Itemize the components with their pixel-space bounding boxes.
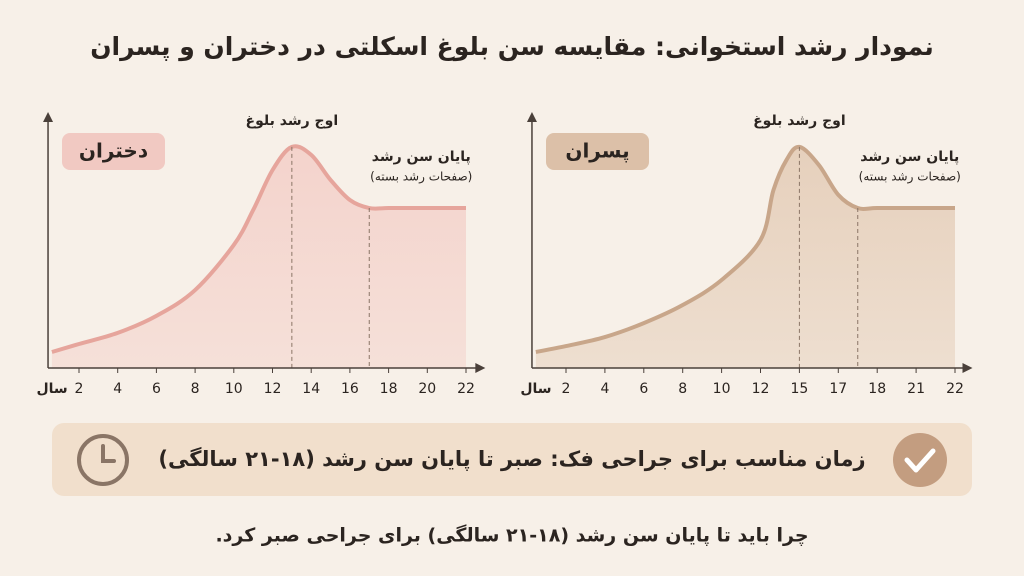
x-tick-label: 2 [562,381,571,397]
annotation-label: پایان سن رشد [372,149,471,165]
annotation-note: (صفحات رشد بسته) [859,170,961,185]
chart: دختران اوج رشد بلوغ پایان سن رشد (صفحات رشد… [36,112,486,397]
callout-text: زمان مناسب برای جراحی فک: صبر تا پایان س… [158,446,865,471]
x-tick-label: 10 [713,381,731,397]
x-tick-label: 10 [225,381,243,397]
x-axis-arrow [962,363,973,373]
line [51,144,466,354]
x-tick-label: 12 [752,381,770,397]
x-axis-arrow [475,363,486,373]
x-tick-label: 16 [341,381,359,397]
legend-label: دختران [79,139,148,163]
y-axis-arrow [43,112,54,122]
x-tick-label: 6 [639,381,648,397]
callout-box [52,423,972,496]
x-tick-label: 17 [829,381,847,397]
x-tick-label: 6 [152,381,161,397]
area [535,146,955,368]
legend-label: پسران [565,139,629,164]
x-tick-label: 8 [678,381,687,397]
check-icon [893,433,947,487]
line [535,144,955,354]
x-tick-label: 14 [302,381,320,397]
x-tick-label: 4 [600,381,609,397]
x-tick-label: 2 [75,381,84,397]
x-tick-label: 22 [946,381,964,397]
annotation-label: اوج رشد بلوغ [246,113,339,129]
annotation-label: اوج رشد بلوغ [753,113,846,129]
legend-badge [546,133,649,170]
x-tick-label: 20 [418,381,436,397]
x-tick-label: 15 [790,381,808,397]
x-tick-label: 4 [113,381,122,397]
x-tick-label: 12 [264,381,282,397]
legend-badge [62,133,165,170]
title: نمودار رشد استخوانی: مقایسه سن بلوغ اسکل… [90,32,934,62]
x-tick-label: 22 [457,381,475,397]
x-tick-label: 18 [380,381,398,397]
footer-text: چرا باید تا پایان سن رشد (۱۸-۲۱ سالگی) ب… [215,524,808,547]
x-axis-label: سال [520,381,551,397]
x-axis-label: سال [36,381,67,397]
x-tick-label: 21 [907,381,925,397]
chart: پسران اوج رشد بلوغ پایان سن رشد (صفحات رشد … [520,112,973,397]
annotation-label: پایان سن رشد [860,149,959,165]
area [51,146,466,368]
x-tick-label: 18 [868,381,886,397]
annotation-note: (صفحات رشد بسته) [370,170,472,185]
y-axis-arrow [526,112,537,122]
clock-icon [77,434,129,486]
x-tick-label: 8 [191,381,200,397]
